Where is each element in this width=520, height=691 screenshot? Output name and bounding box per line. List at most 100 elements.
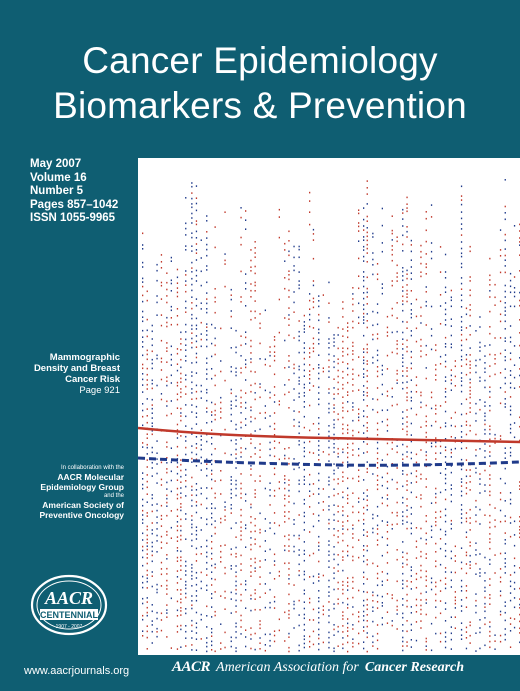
scatter-dot [328,646,330,649]
scatter-dot [469,402,471,404]
scatter-dot [358,511,360,514]
scatter-dot [454,385,456,387]
journal-title-line1: Cancer Epidemiology [82,40,438,81]
scatter-dot [333,534,335,537]
scatter-dot [484,415,486,418]
scatter-dot [460,599,463,601]
scatter-dot [410,482,412,484]
scatter-dot [366,598,368,601]
scatter-dot [460,277,463,279]
scatter-dot [435,521,437,523]
scatter-dot [185,485,187,488]
scatter-dot [406,207,408,209]
journal-url[interactable]: www.aacrjournals.org [24,665,130,677]
scatter-dot [376,539,379,541]
scatter-dot [312,582,315,584]
scatter-dot [195,405,198,408]
scatter-dot [328,435,330,437]
scatter-dot [180,556,182,558]
scatter-dot [333,553,335,556]
scatter-dot [191,206,193,209]
scatter-dot [479,492,481,494]
scatter-dot [406,269,408,272]
scatter-dot [264,358,266,361]
scatter-dot [366,231,368,234]
scatter-dot [381,459,383,461]
scatter-dot [235,461,237,463]
scatter-dot [288,489,290,492]
scatter-dot [211,453,213,456]
scatter-dot [191,526,193,529]
scatter-dot [259,396,261,399]
scatter-dot [288,254,290,257]
scatter-dot [206,302,208,305]
scatter-dot [214,374,216,377]
scatter-dot [176,461,179,464]
scatter-dot [372,324,374,327]
scatter-dot [200,345,202,348]
scatter-dot [342,510,344,512]
scatter-dot [435,452,437,454]
scatter-dot [245,273,247,275]
scatter-dot [489,547,491,550]
scatter-dot [259,412,261,414]
scatter-dot [200,553,202,555]
scatter-dot [425,451,427,453]
scatter-dot [328,376,330,378]
scatter-dot [342,316,344,318]
scatter-dot [312,228,315,231]
scatter-dot [254,265,256,268]
scatter-dot [410,400,412,402]
scatter-dot [460,590,463,592]
scatter-dot [273,428,276,430]
scatter-dot [312,297,315,300]
scatter-dot [309,299,311,302]
scatter-dot [489,365,491,367]
scatter-dot [180,607,182,609]
scatter-dot [298,271,300,273]
scatter-dot [191,519,193,521]
scatter-dot [406,421,408,423]
scatter-dot [142,586,144,589]
scatter-dot [250,390,252,393]
scatter-dot [484,367,486,370]
scatter-dot [509,630,512,632]
scatter-dot [358,556,360,559]
scatter-dot [309,506,311,508]
scatter-dot [151,575,153,577]
scatter-dot [484,572,486,574]
scatter-dot [259,480,261,482]
scatter-dot [366,375,368,377]
scatter-dot [391,620,393,622]
scatter-dot [318,332,320,334]
scatter-dot [396,330,398,333]
scatter-dot [309,325,311,328]
scatter-dot [195,269,198,272]
scatter-dot [366,252,368,254]
scatter-dot [318,364,320,366]
scatter-dot [504,391,506,393]
scatter-dot [288,250,290,253]
scatter-dot [309,313,311,316]
scatter-dot [460,234,463,236]
scatter-dot [284,478,286,481]
scatter-dot [484,405,486,407]
scatter-dot [170,647,172,649]
scatter-dot [376,594,379,597]
scatter-dot [396,240,398,243]
scatter-dot [435,542,437,545]
scatter-dot [469,280,471,282]
organization-name: AACR American Association for Cancer Resea… [172,659,464,676]
scatter-dot [170,309,172,312]
scatter-dot [363,271,365,273]
scatter-dot [406,498,408,500]
scatter-dot [303,646,305,649]
scatter-dot [366,387,368,389]
blue-trend-line [138,456,520,467]
scatter-dot [444,620,447,622]
scatter-dot [235,367,237,370]
scatter-dot [185,344,187,346]
scatter-dot [430,391,433,394]
scatter-dot [342,480,344,482]
scatter-dot [309,356,311,358]
